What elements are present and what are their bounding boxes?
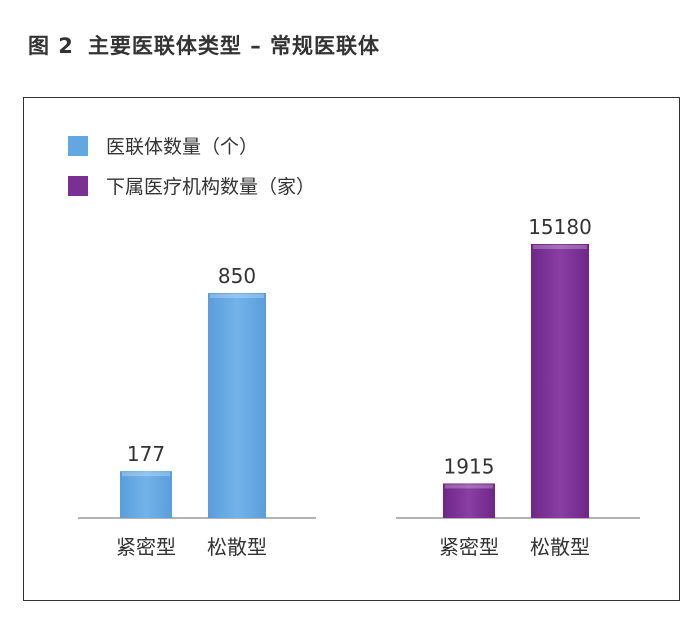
figure-caption: 主要医联体类型 – 常规医联体 — [87, 34, 381, 58]
legend-swatch-series2 — [68, 176, 88, 196]
bar-chart1-2 — [208, 293, 266, 518]
bar-chart1-1 — [120, 471, 172, 518]
figure-number: 图 2 — [28, 34, 74, 58]
category-label: 紧密型 — [116, 535, 176, 559]
bar-highlight — [533, 245, 587, 249]
data-label: 177 — [127, 442, 165, 466]
bar-chart2-1 — [443, 483, 495, 518]
category-label: 松散型 — [207, 535, 267, 559]
data-label: 15180 — [528, 215, 592, 239]
legend-label-series1: 医联体数量（个） — [106, 136, 258, 158]
bar-highlight — [445, 484, 493, 489]
chart-frame — [23, 97, 680, 601]
data-label: 850 — [218, 264, 256, 288]
chart-marks: 177 紧密型 850 松散型 1915 紧密型 15180 松散型 — [116, 215, 592, 559]
legend-label-series2: 下属医疗机构数量（家） — [106, 176, 315, 198]
category-label: 松散型 — [530, 535, 590, 559]
category-label: 紧密型 — [439, 535, 499, 559]
bar-highlight — [122, 472, 170, 477]
figure-title: 图 2 主要医联体类型 – 常规医联体 — [28, 30, 380, 60]
bar-chart2-2 — [531, 244, 589, 518]
legend: 医联体数量（个） 下属医疗机构数量（家） — [68, 136, 315, 198]
bar-highlight — [210, 294, 264, 298]
data-label: 1915 — [444, 454, 495, 478]
legend-swatch-series1 — [68, 136, 88, 156]
